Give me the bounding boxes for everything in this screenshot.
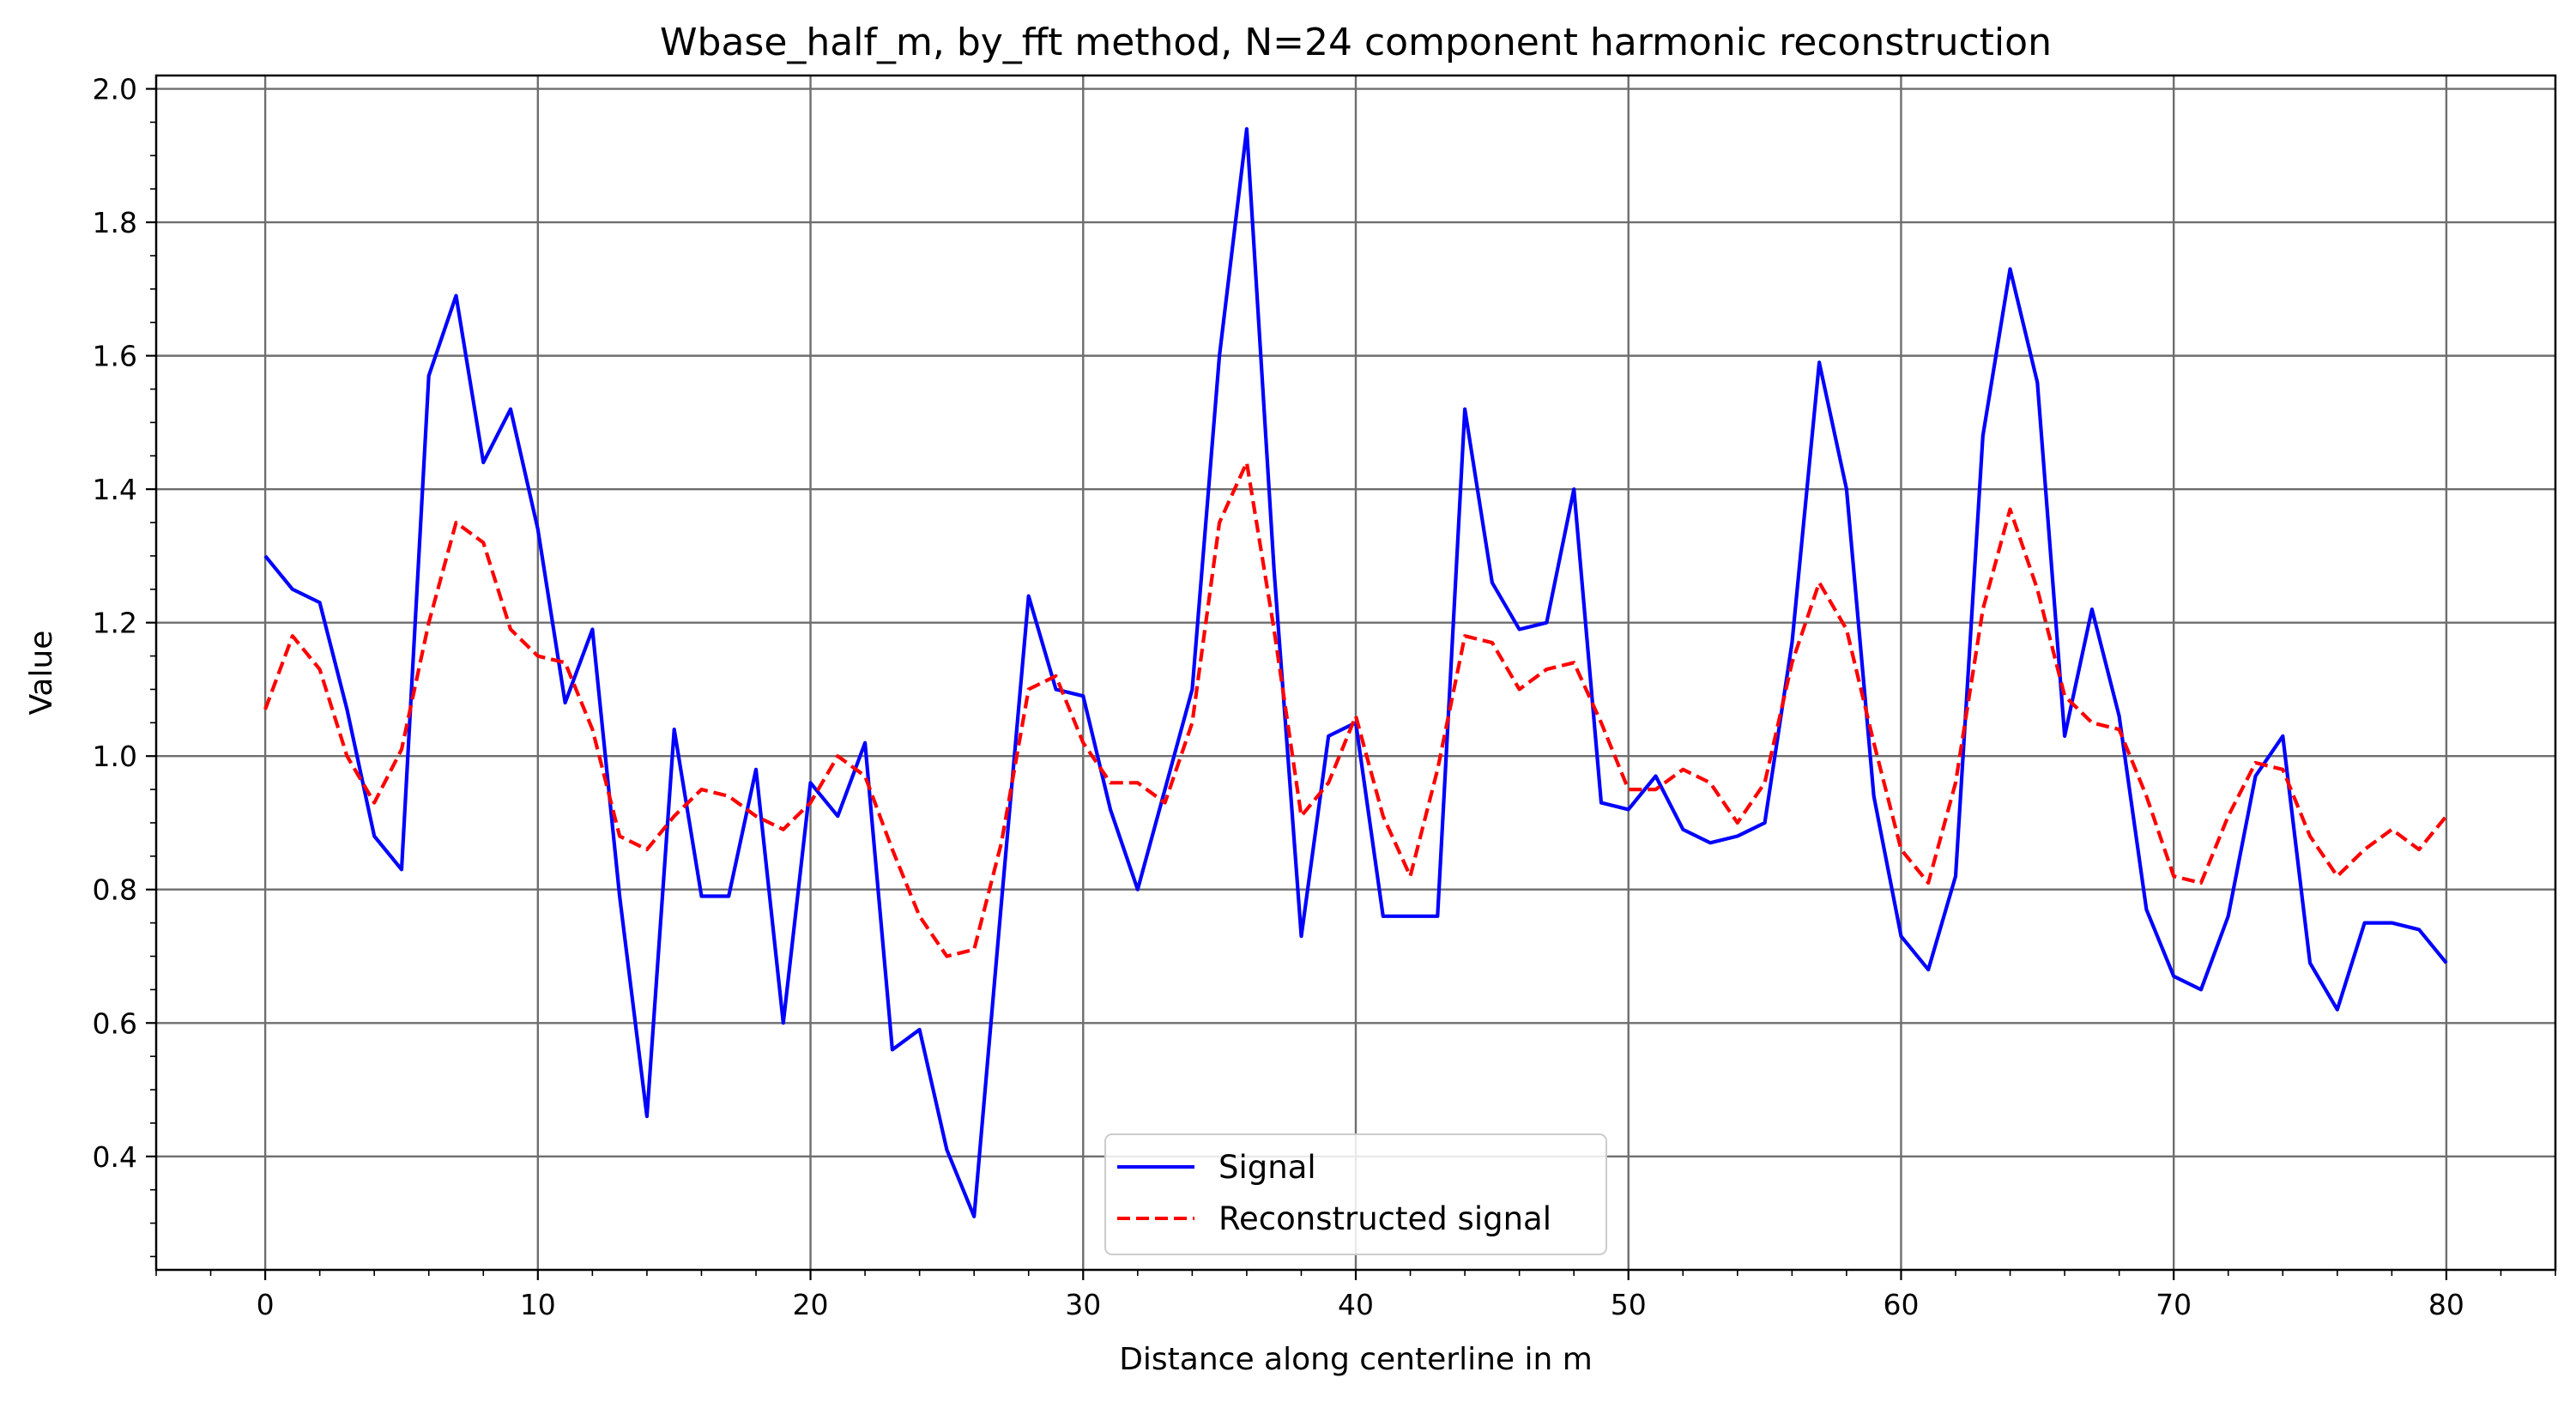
y-axis-label: Value bbox=[24, 631, 59, 716]
x-tick-label: 40 bbox=[1338, 1288, 1374, 1321]
x-tick-label: 70 bbox=[2156, 1288, 2192, 1321]
y-tick-label: 1.8 bbox=[93, 206, 137, 239]
legend: Signal Reconstructed signal bbox=[1104, 1133, 1607, 1255]
x-tick-label: 30 bbox=[1065, 1288, 1101, 1321]
x-tick-label: 10 bbox=[520, 1288, 556, 1321]
x-tick-label: 0 bbox=[257, 1288, 275, 1321]
series-line-reconstructed-signal bbox=[263, 460, 2448, 958]
x-tick-label: 20 bbox=[793, 1288, 829, 1321]
y-tick-label: 1.4 bbox=[93, 473, 137, 506]
y-tick-label: 1.0 bbox=[93, 740, 137, 773]
legend-label-signal: Signal bbox=[1218, 1149, 1316, 1186]
y-tick-label: 2.0 bbox=[93, 73, 137, 106]
y-tick-label: 0.6 bbox=[93, 1006, 137, 1040]
chart-title: Wbase_half_m, by_fft method, N=24 compon… bbox=[660, 21, 2052, 64]
y-tick-label: 1.6 bbox=[93, 340, 137, 373]
x-tick-label: 80 bbox=[2428, 1288, 2464, 1321]
ticks: 0 10 20 30 40 50 60 70 80 0.4 0.6 0.8 1.0 1.2 1.4 1.6 1.… bbox=[93, 73, 2556, 1321]
y-tick-label: 0.8 bbox=[93, 873, 137, 907]
legend-label-reconstructed-signal: Reconstructed signal bbox=[1218, 1200, 1551, 1237]
y-tick-label: 1.2 bbox=[93, 607, 137, 640]
series-layer bbox=[263, 127, 2448, 1218]
x-tick-label: 50 bbox=[1611, 1288, 1647, 1321]
x-axis-label: Distance along centerline in m bbox=[1119, 1342, 1593, 1377]
x-tick-label: 60 bbox=[1883, 1288, 1919, 1321]
legend-box bbox=[1104, 1133, 1607, 1255]
y-tick-label: 0.4 bbox=[93, 1140, 137, 1174]
